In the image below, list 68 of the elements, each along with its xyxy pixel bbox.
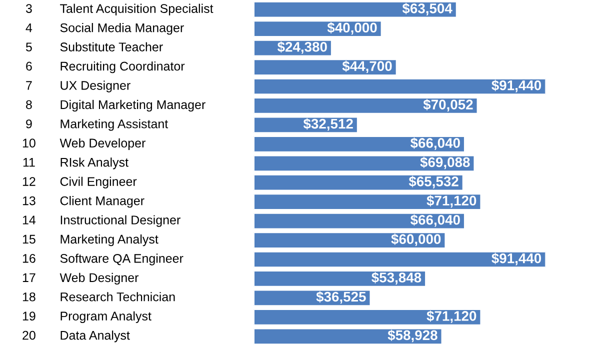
y-tick-label: Instructional Designer — [60, 215, 180, 227]
bar — [254, 308, 482, 326]
bar — [254, 328, 443, 345]
y2-tick-label: 4 — [26, 23, 32, 32]
y-tick-label: Recruiting Coordinator — [60, 61, 185, 74]
data-label: $32,512 — [303, 118, 353, 131]
y-tick-label: Substitute Teacher — [60, 42, 163, 52]
y-tick-label: Digital Marketing Manager — [60, 100, 206, 112]
y-tick-label: RIsk Analyst — [60, 158, 128, 170]
data-label: $36,525 — [316, 291, 366, 304]
y2-tick-label: 9 — [26, 119, 32, 128]
y-tick-label: Talent Acquisition Specialist — [60, 4, 214, 16]
y-tick-label: Marketing Assistant — [60, 119, 168, 131]
y-tick-label: Software QA Engineer — [60, 254, 184, 266]
y2-tick-label: 13 — [22, 196, 36, 206]
data-label: $24,380 — [277, 41, 327, 54]
bar — [254, 78, 546, 96]
y2-tick-label: 11 — [23, 158, 35, 167]
y-tick-label: Program Analyst — [60, 311, 152, 323]
data-label: $58,928 — [388, 330, 438, 342]
data-label: $44,700 — [342, 60, 392, 74]
data-label: $66,040 — [410, 137, 460, 150]
y2-tick-label: 7 — [26, 81, 32, 90]
y2-tick-label: 20 — [22, 330, 36, 340]
y-tick-label: Social Media Manager — [60, 23, 184, 35]
y2-tick-label: 16 — [22, 254, 36, 263]
data-label: $71,120 — [426, 310, 476, 323]
data-label: $40,000 — [327, 22, 377, 35]
y2-tick-label: 17 — [22, 273, 36, 282]
y-tick-label: Data Analyst — [60, 330, 130, 342]
data-label: $66,040 — [410, 214, 460, 227]
data-label: $69,088 — [420, 156, 470, 170]
bar — [254, 193, 482, 210]
data-label: $91,440 — [492, 80, 542, 92]
bar — [254, 58, 398, 76]
y-tick-label: Marketing Analyst — [60, 234, 158, 246]
data-label: $71,120 — [426, 195, 476, 208]
bar — [254, 232, 446, 249]
y-tick-label: Web Designer — [60, 272, 139, 285]
y2-tick-label: 10 — [22, 138, 36, 148]
y2-tick-label: 8 — [26, 100, 32, 110]
y2-tick-label: 19 — [22, 312, 36, 321]
data-label: $70,052 — [423, 99, 473, 112]
y2-tick-label: 12 — [22, 177, 36, 186]
bar — [254, 212, 466, 230]
data-label: $60,000 — [391, 234, 441, 246]
y-tick-label: Client Manager — [60, 196, 144, 208]
y2-tick-label: 3 — [26, 4, 32, 13]
bar — [254, 136, 466, 153]
y-tick-label: UX Designer — [60, 80, 130, 92]
y2-tick-label: 18 — [22, 292, 36, 302]
bar — [254, 1, 458, 18]
data-label: $65,532 — [408, 176, 458, 188]
y-tick-label: Research Technician — [60, 292, 175, 302]
data-label: $53,848 — [372, 272, 422, 284]
y-tick-label: Web Developer — [60, 138, 146, 150]
y2-tick-label: 15 — [22, 234, 36, 244]
bar — [254, 97, 478, 114]
data-label: $91,440 — [492, 252, 542, 266]
y-tick-label: Civil Engineer — [60, 176, 137, 188]
y2-tick-label: 5 — [26, 42, 32, 52]
data-label: $63,504 — [402, 2, 452, 16]
y2-tick-label: 14 — [22, 216, 36, 224]
bar — [254, 270, 426, 288]
bar — [254, 250, 546, 268]
y2-tick-label: 6 — [26, 62, 32, 71]
bar — [254, 174, 464, 192]
bar — [254, 154, 476, 172]
